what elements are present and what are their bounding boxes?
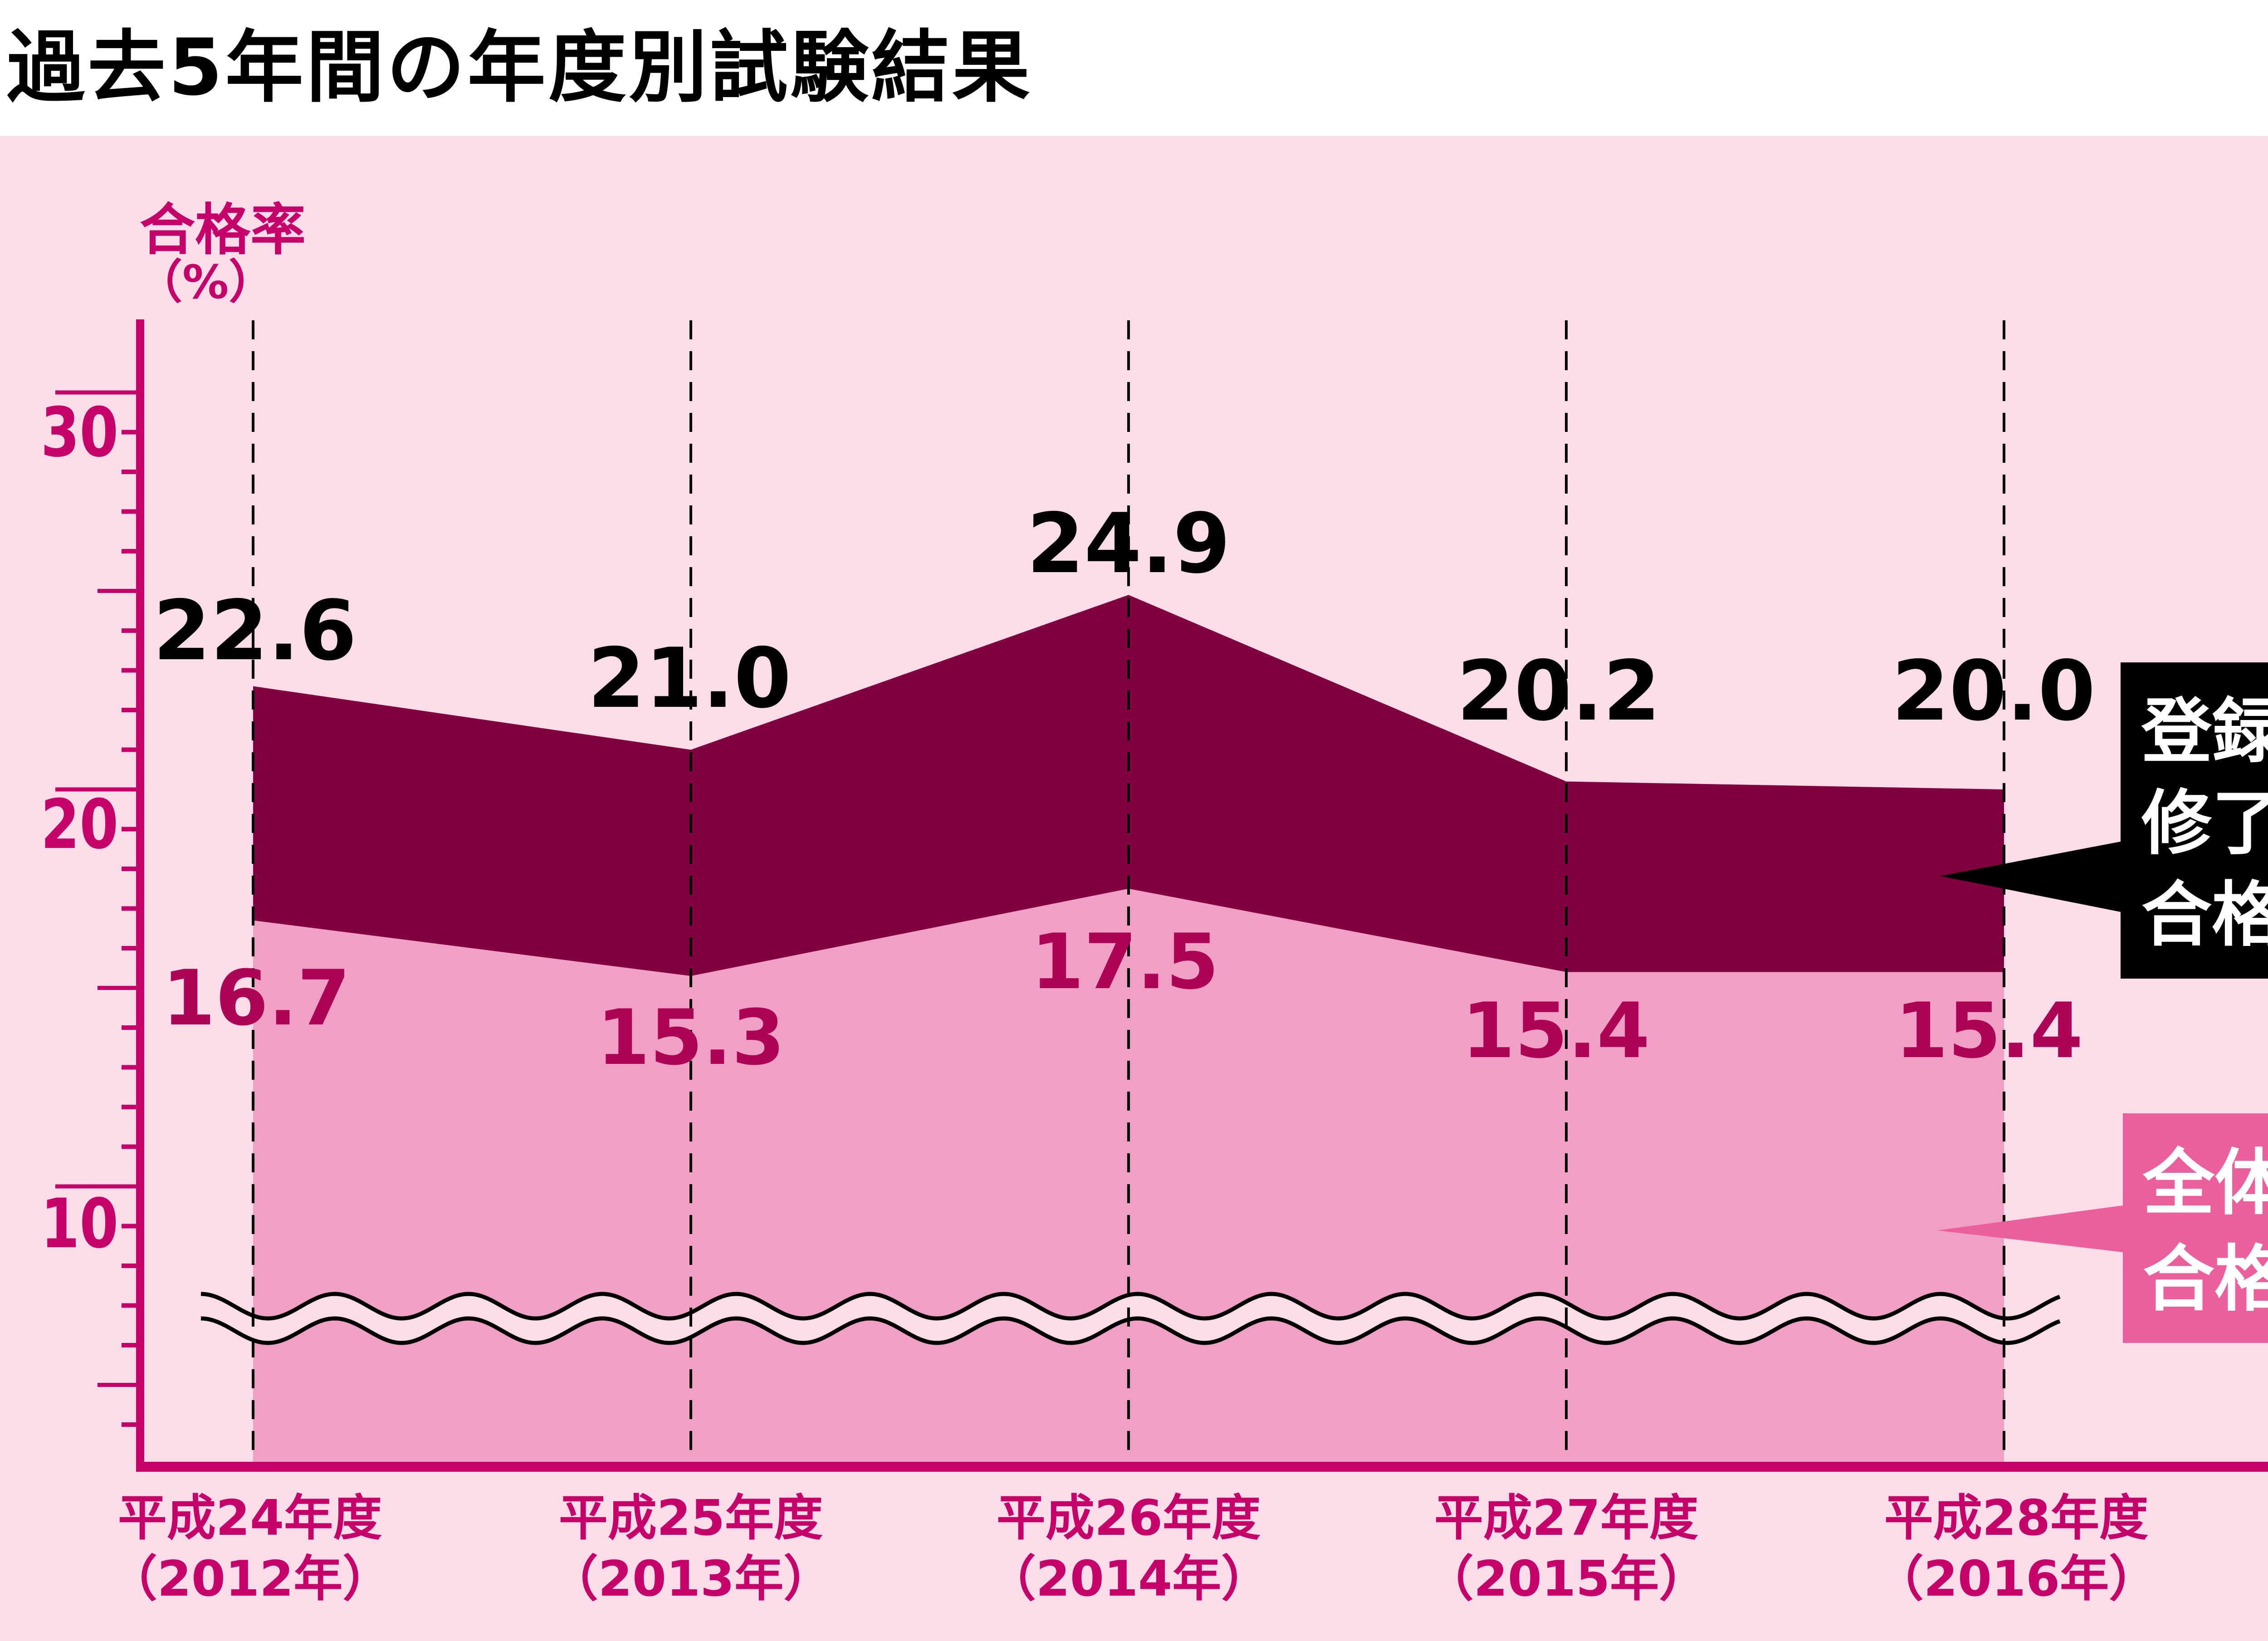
y-minor-tick: [122, 747, 136, 752]
legend-dark-line3-main: 合格率: [2141, 874, 2268, 956]
y-tick-label-10: 10: [40, 1185, 118, 1264]
value-label-dark-2012: 22.6: [153, 583, 357, 679]
value-label-overall-2016: 15.4: [1895, 986, 2083, 1075]
legend-dark-line1: 登録講習: [2141, 691, 2268, 773]
value-label-overall-2015: 15.4: [1461, 986, 1650, 1075]
y-minor-tick: [122, 470, 136, 474]
legend-dark-series: 登録講習 修了者 合格率(%): [2121, 662, 2268, 979]
legend-dark-line3: 合格率(%): [2141, 869, 2268, 969]
legend-overall-series: 全体 合格率(%): [2123, 1113, 2268, 1343]
y-medium-tick: [98, 986, 136, 990]
value-label-dark-2014: 24.9: [1026, 495, 1231, 592]
y-minor-tick: [122, 628, 136, 633]
legend-overall-arrow: [1937, 1205, 2123, 1252]
value-label-dark-2015: 20.2: [1457, 643, 1661, 739]
y-tick-label-30: 30: [40, 393, 118, 472]
x-label-2013-year: （2013年）: [549, 1551, 833, 1607]
y-minor-tick: [122, 906, 136, 911]
legend-overall-line1: 全体: [2143, 1141, 2268, 1225]
page-title: 過去5年間の年度別試験結果: [7, 22, 1033, 113]
y-major-tick: [55, 787, 136, 792]
y-minor-tick: [122, 509, 136, 514]
x-label-2013: 平成25年度 （2013年）: [549, 1488, 833, 1610]
y-minor-tick: [122, 430, 136, 435]
y-major-tick: [55, 1184, 136, 1189]
x-label-2012-era: 平成24年度: [117, 1490, 382, 1547]
y-axis-line: [136, 319, 144, 1472]
x-label-2015-year: （2015年）: [1424, 1551, 1708, 1607]
legend-dark-line2: 修了者: [2141, 782, 2268, 864]
y-minor-tick: [122, 827, 136, 832]
x-label-2016-year: （2016年）: [1874, 1551, 2158, 1607]
y-minor-tick: [122, 1422, 136, 1427]
x-label-2016-era: 平成28年度: [1884, 1490, 2149, 1547]
axis-break-wave-lower: [200, 1316, 2061, 1345]
y-medium-tick: [98, 589, 136, 593]
x-label-2015: 平成27年度 （2015年）: [1425, 1488, 1708, 1610]
x-label-2012-year: （2012年）: [108, 1551, 392, 1607]
x-label-2014: 平成26年度 （2014年）: [987, 1488, 1271, 1610]
y-minor-tick: [122, 1065, 136, 1070]
y-minor-tick: [122, 1105, 136, 1109]
y-axis-unit: （%）: [136, 255, 275, 309]
y-minor-tick: [122, 867, 136, 871]
axis-break-wave-upper: [200, 1292, 2061, 1321]
y-major-tick: [55, 390, 136, 395]
value-label-dark-2016: 20.0: [1892, 643, 2096, 739]
x-label-2012: 平成24年度 （2012年）: [108, 1488, 392, 1610]
y-tick-label-20: 20: [40, 785, 118, 864]
x-label-2013-era: 平成25年度: [558, 1490, 823, 1547]
x-label-2014-era: 平成26年度: [996, 1490, 1261, 1547]
value-label-overall-2012: 16.7: [162, 954, 351, 1043]
legend-dark-arrow: [1940, 842, 2121, 912]
legend-overall-line2: 合格率(%): [2143, 1231, 2268, 1336]
x-axis-line: [136, 1462, 2268, 1472]
x-label-2016: 平成28年度 （2016年）: [1875, 1488, 2158, 1610]
y-minor-tick: [122, 1224, 136, 1229]
y-minor-tick: [122, 946, 136, 950]
value-label-overall-2014: 17.5: [1031, 917, 1219, 1006]
x-label-2015-era: 平成27年度: [1434, 1490, 1699, 1547]
y-minor-tick: [122, 1303, 136, 1308]
y-medium-tick: [98, 1383, 136, 1387]
y-minor-tick: [122, 1264, 136, 1268]
y-minor-tick: [122, 1144, 136, 1149]
y-minor-tick: [122, 668, 136, 673]
y-minor-tick: [122, 1343, 136, 1347]
y-minor-tick: [122, 549, 136, 554]
legend-overall-line2-main: 合格率: [2143, 1238, 2268, 1321]
y-minor-tick: [122, 1025, 136, 1030]
y-minor-tick: [122, 708, 136, 712]
y-axis-title: 合格率: [140, 198, 306, 262]
value-label-overall-2013: 15.3: [596, 993, 785, 1082]
value-label-dark-2013: 21.0: [587, 630, 792, 726]
x-label-2014-year: （2014年）: [987, 1551, 1271, 1607]
